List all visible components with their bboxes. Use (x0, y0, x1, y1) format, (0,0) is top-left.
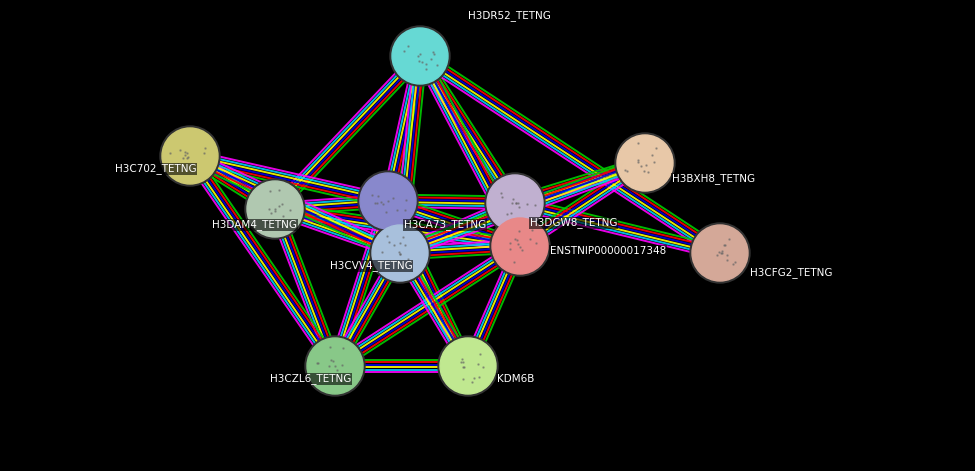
Circle shape (438, 336, 498, 396)
Text: H3DGW8_TETNG: H3DGW8_TETNG (530, 218, 617, 228)
Circle shape (692, 225, 748, 281)
Circle shape (358, 171, 418, 231)
Circle shape (247, 181, 303, 237)
Text: H3CFG2_TETNG: H3CFG2_TETNG (750, 268, 833, 278)
Circle shape (307, 338, 363, 394)
Circle shape (370, 223, 430, 283)
Circle shape (617, 135, 673, 191)
Text: H3BXH8_TETNG: H3BXH8_TETNG (672, 173, 755, 185)
Circle shape (485, 173, 545, 233)
Text: H3DR52_TETNG: H3DR52_TETNG (468, 10, 551, 22)
Circle shape (492, 218, 548, 274)
Text: H3CA73_TETNG: H3CA73_TETNG (404, 219, 487, 230)
Text: H3DAM4_TETNG: H3DAM4_TETNG (212, 219, 297, 230)
Circle shape (160, 126, 220, 186)
Text: KDM6B: KDM6B (497, 374, 534, 384)
Circle shape (490, 216, 550, 276)
Text: ENSTNIP00000017348: ENSTNIP00000017348 (550, 246, 666, 256)
Text: H3CZL6_TETNG: H3CZL6_TETNG (270, 374, 351, 384)
Circle shape (162, 128, 218, 184)
Text: H3CVV4_TETNG: H3CVV4_TETNG (330, 260, 412, 271)
Circle shape (360, 173, 416, 229)
Circle shape (245, 179, 305, 239)
Circle shape (372, 225, 428, 281)
Circle shape (615, 133, 675, 193)
Circle shape (392, 28, 448, 84)
Circle shape (440, 338, 496, 394)
Circle shape (305, 336, 365, 396)
Circle shape (690, 223, 750, 283)
Text: H3C702_TETNG: H3C702_TETNG (115, 163, 197, 174)
Circle shape (487, 175, 543, 231)
Circle shape (390, 26, 450, 86)
